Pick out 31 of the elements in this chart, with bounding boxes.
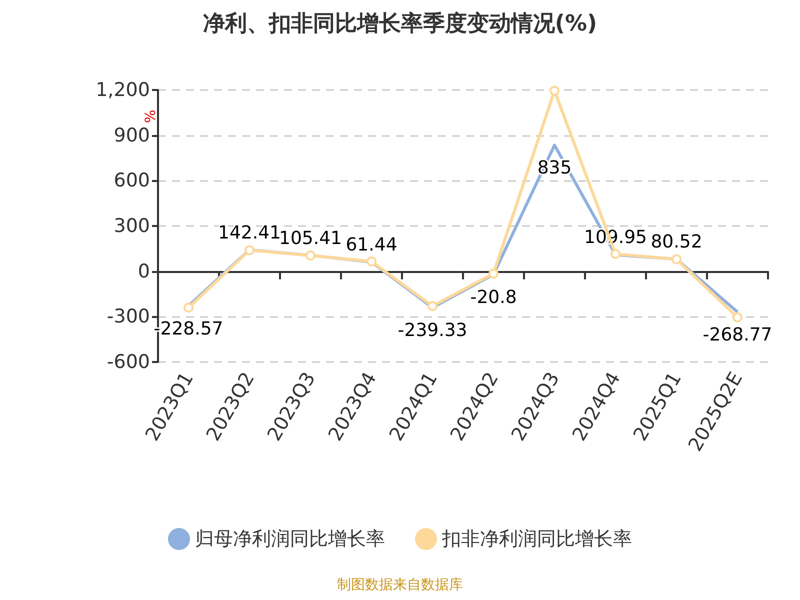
legend-label: 扣非净利润同比增长率: [441, 528, 632, 550]
y-tick-label: 900: [114, 124, 150, 146]
data-label: -20.8: [470, 286, 517, 308]
y-tick-label: 300: [114, 215, 150, 237]
data-label: -268.77: [702, 324, 772, 346]
point: [488, 268, 498, 279]
point: [306, 250, 316, 260]
point: [366, 256, 376, 267]
point: [428, 301, 438, 312]
data-label: 105.41: [279, 228, 342, 249]
y-tick-label: -300: [106, 306, 150, 328]
y-axis-title: %: [143, 110, 159, 123]
text: 制图数据来自数据库: [337, 577, 463, 593]
data-label: 142.41: [218, 222, 281, 244]
y-tick-label: 600: [114, 170, 150, 192]
data-label: 109.95: [584, 227, 647, 248]
y-tick-label: 0: [138, 260, 150, 282]
point: [732, 312, 742, 322]
point: [184, 302, 194, 313]
legend-label: 归母净利润同比增长率: [195, 528, 385, 550]
point: [550, 86, 560, 96]
data-label: 80.52: [650, 232, 702, 253]
chart-title: 净利、扣非同比增长率季度变动情况(%): [202, 10, 598, 36]
data-label: -239.33: [398, 320, 468, 341]
y-tick-label: 1,200: [96, 79, 150, 101]
point: [610, 248, 620, 259]
point: [672, 254, 682, 264]
data-label: 61.44: [346, 234, 398, 256]
point: [244, 245, 254, 256]
y-tick-label: -600: [106, 351, 150, 373]
data-label: 835: [537, 158, 572, 179]
